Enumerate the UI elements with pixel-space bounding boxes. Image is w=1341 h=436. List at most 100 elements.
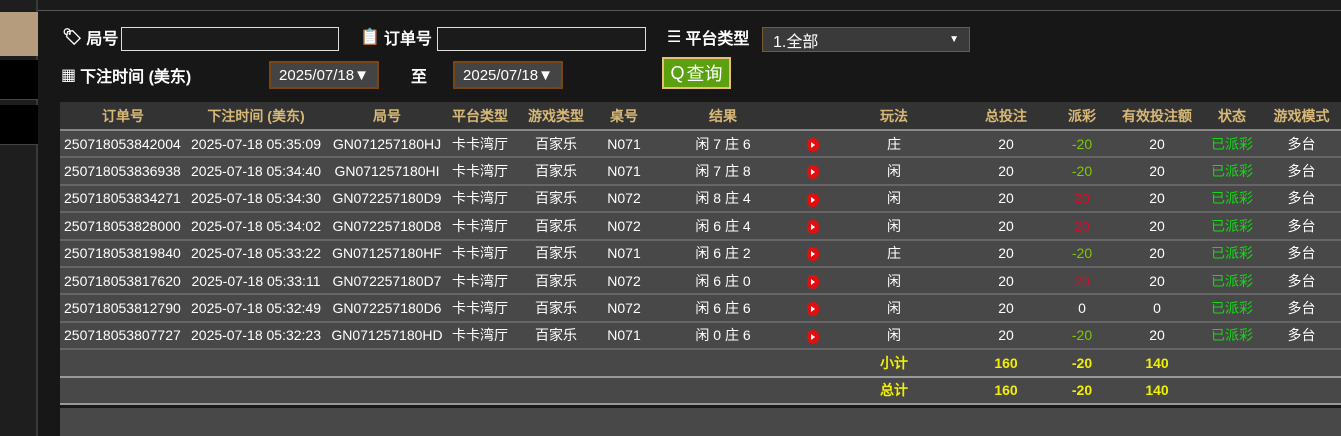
game-type-cell: 百家乐 [512, 294, 600, 323]
table-no-cell: N071 [600, 239, 648, 268]
sidebar-active-tab[interactable] [0, 12, 46, 56]
bet-time-cell: 2025-07-18 05:34:30 [186, 184, 326, 214]
payout-cell: 20 [1052, 212, 1112, 241]
status-cell: 已派彩 [1202, 266, 1262, 296]
play-type-cell: 闲 [828, 184, 960, 214]
query-button[interactable]: Q 查询 [662, 57, 731, 89]
order-id-cell: 250718053807727 [60, 321, 186, 351]
table-no-cell: N072 [600, 184, 648, 214]
platform-label: ☰ 平台类型 [667, 29, 750, 48]
game-mode-cell: 多台 [1262, 239, 1341, 268]
column-header: 游戏类型 [512, 102, 600, 131]
play-video-icon[interactable] [807, 192, 819, 207]
status-cell: 已派彩 [1202, 212, 1262, 241]
platform-select[interactable]: 1.全部 ▼ [762, 27, 970, 52]
table-row: 250718053812790 2025-07-18 05:32:49 GN0722… [60, 294, 1341, 323]
game-type-cell: 百家乐 [512, 212, 600, 241]
subtotal-row: 小计 160 -20 140 [60, 349, 1341, 378]
valid-bet-cell: 20 [1112, 130, 1202, 159]
date-to-select[interactable]: 2025/07/18▼ [453, 61, 563, 89]
game-mode-cell: 多台 [1262, 212, 1341, 241]
column-header: 玩法 [828, 102, 960, 131]
play-video-icon[interactable] [807, 329, 819, 344]
result-cell: 闲 6 庄 4 [648, 212, 798, 241]
game-mode-cell: 多台 [1262, 321, 1341, 351]
column-header: 平台类型 [448, 102, 512, 131]
column-header: 派彩 [1052, 102, 1112, 131]
search-icon: Q [670, 62, 685, 83]
order-id-cell: 250718053812790 [60, 294, 186, 323]
payout-cell: -20 [1052, 321, 1112, 351]
play-type-cell: 闲 [828, 212, 960, 241]
play-video-icon[interactable] [807, 137, 819, 152]
game-type-cell: 百家乐 [512, 157, 600, 186]
valid-bet-cell: 20 [1112, 157, 1202, 186]
round-id-cell: GN071257180HJ [326, 130, 448, 159]
total-payout: -20 [1052, 376, 1112, 405]
play-type-cell: 闲 [828, 157, 960, 186]
sidebar-item[interactable] [0, 105, 38, 145]
sidebar-item[interactable] [0, 60, 38, 100]
play-video-icon[interactable] [807, 274, 819, 289]
valid-bet-cell: 20 [1112, 212, 1202, 241]
game-mode-cell: 多台 [1262, 130, 1341, 159]
table-row: 250718053842004 2025-07-18 05:35:09 GN0712… [60, 130, 1341, 159]
table-row: 250718053817620 2025-07-18 05:33:11 GN0722… [60, 266, 1341, 296]
platform-cell: 卡卡湾厅 [448, 266, 512, 296]
total-bet-cell: 20 [960, 157, 1052, 186]
column-header: 订单号 [60, 102, 186, 131]
play-video-icon[interactable] [807, 220, 819, 235]
total-bet-cell: 20 [960, 266, 1052, 296]
clipboard-icon: 📋 [360, 29, 380, 46]
play-video-icon[interactable] [807, 302, 819, 317]
status-cell: 已派彩 [1202, 130, 1262, 159]
total-bet-cell: 20 [960, 321, 1052, 351]
result-cell: 闲 0 庄 6 [648, 321, 798, 351]
status-cell: 已派彩 [1202, 184, 1262, 214]
total-label: 总计 [828, 376, 960, 405]
bet-records-table: 订单号 下注时间 (美东) 局号 平台类型 游戏类型 桌号 结果 玩法 总投注 派彩 有效投注额 状态… [60, 102, 1341, 405]
total-row: 总计 160 -20 140 [60, 376, 1341, 405]
column-header [798, 102, 828, 131]
subtotal-payout: -20 [1052, 349, 1112, 378]
total-bet-cell: 20 [960, 294, 1052, 323]
play-video-icon[interactable] [807, 247, 819, 262]
column-header: 状态 [1202, 102, 1262, 131]
order-input[interactable] [437, 27, 646, 51]
game-type-cell: 百家乐 [512, 266, 600, 296]
game-type-cell: 百家乐 [512, 321, 600, 351]
valid-bet-cell: 20 [1112, 266, 1202, 296]
total-valid-bet: 140 [1112, 376, 1202, 405]
to-label: 至 [411, 69, 428, 86]
result-cell: 闲 8 庄 4 [648, 184, 798, 214]
bet-time-cell: 2025-07-18 05:35:09 [186, 130, 326, 159]
date-from-select[interactable]: 2025/07/18▼ [269, 61, 379, 89]
total-bet-cell: 20 [960, 184, 1052, 214]
game-mode-cell: 多台 [1262, 266, 1341, 296]
bet-time-cell: 2025-07-18 05:33:11 [186, 266, 326, 296]
play-type-cell: 闲 [828, 266, 960, 296]
table-header: 订单号 下注时间 (美东) 局号 平台类型 游戏类型 桌号 结果 玩法 总投注 派彩 有效投注额 状态… [60, 102, 1341, 131]
total-bet-cell: 20 [960, 212, 1052, 241]
tag-icon: 🏷 [62, 29, 83, 46]
round-id-cell: GN072257180D8 [326, 212, 448, 241]
bet-time-cell: 2025-07-18 05:32:49 [186, 294, 326, 323]
platform-cell: 卡卡湾厅 [448, 212, 512, 241]
game-mode-cell: 多台 [1262, 157, 1341, 186]
round-id-cell: GN071257180HF [326, 239, 448, 268]
play-type-cell: 闲 [828, 294, 960, 323]
platform-cell: 卡卡湾厅 [448, 239, 512, 268]
game-type-cell: 百家乐 [512, 184, 600, 214]
replay-cell [798, 157, 828, 186]
table-no-cell: N071 [600, 130, 648, 159]
empty-cell [60, 349, 828, 378]
round-input[interactable] [121, 27, 339, 51]
subtotal-total-bet: 160 [960, 349, 1052, 378]
result-cell: 闲 6 庄 2 [648, 239, 798, 268]
round-label: 🏷 局号 [62, 29, 119, 48]
payout-cell: -20 [1052, 157, 1112, 186]
replay-cell [798, 321, 828, 351]
play-video-icon[interactable] [807, 165, 819, 180]
payout-cell: 20 [1052, 184, 1112, 214]
round-id-cell: GN072257180D7 [326, 266, 448, 296]
